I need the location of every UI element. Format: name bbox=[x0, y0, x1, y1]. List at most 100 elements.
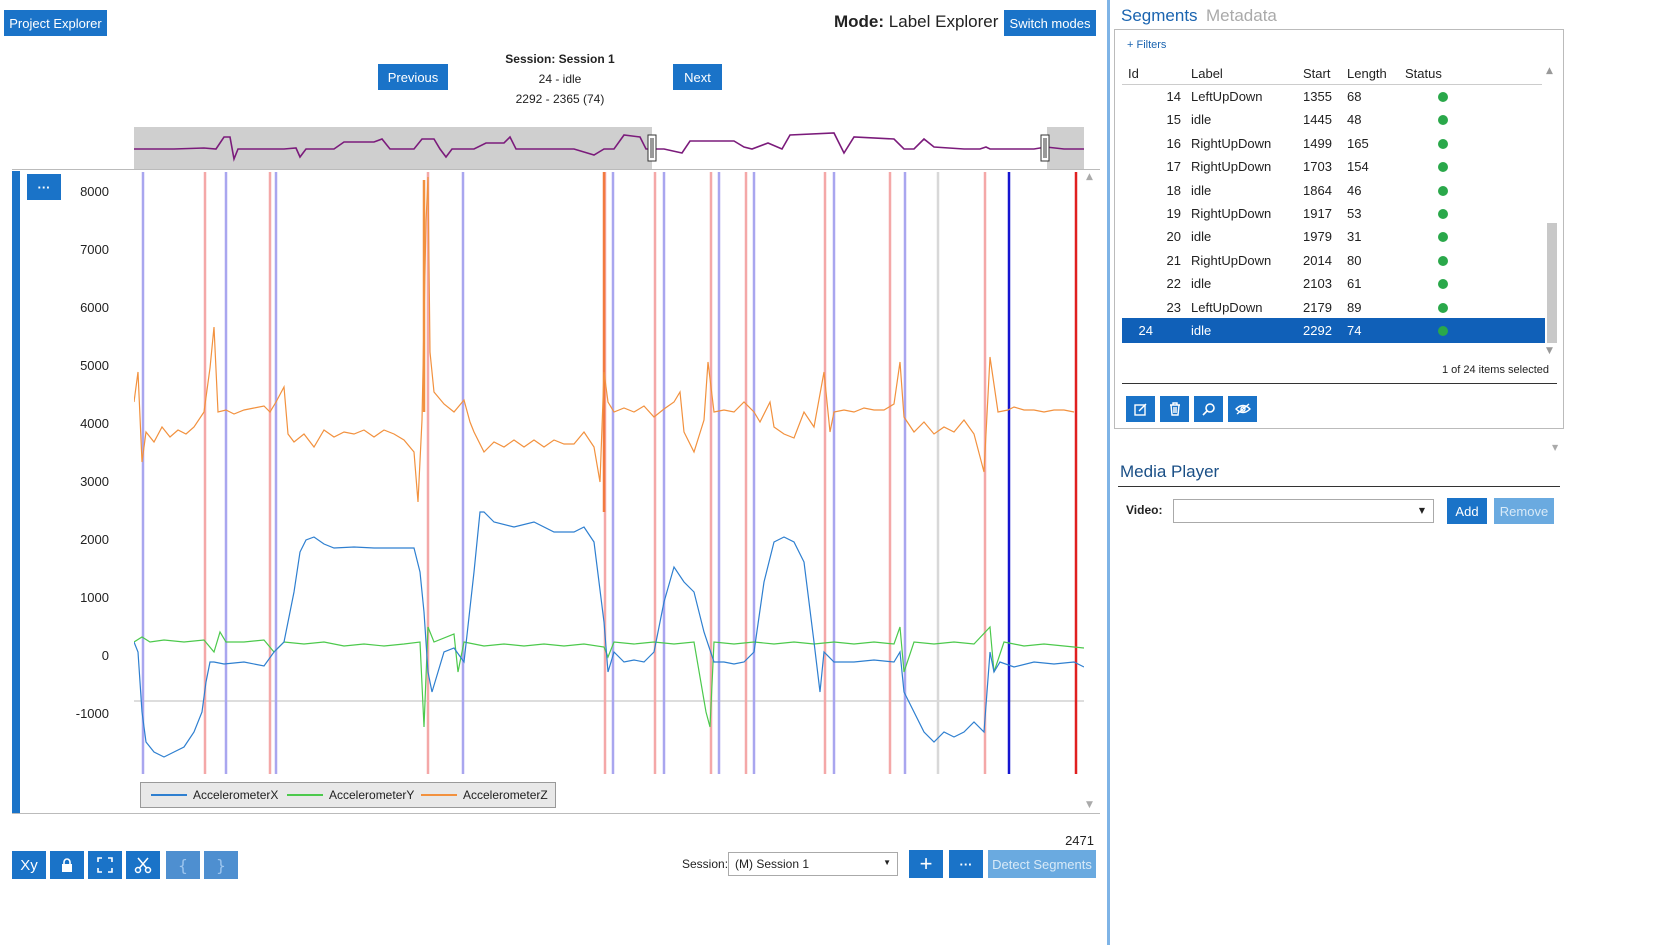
y-tick-label: 2000 bbox=[80, 532, 109, 547]
column-header-start[interactable]: Start bbox=[1303, 66, 1331, 81]
cell-id: 24 bbox=[1138, 323, 1153, 338]
next-button[interactable]: Next bbox=[673, 64, 722, 90]
cut-button[interactable] bbox=[126, 851, 160, 879]
table-row[interactable]: 14 LeftUpDown 1355 68 bbox=[1122, 84, 1573, 109]
table-row[interactable]: 15 idle 1445 48 bbox=[1122, 107, 1573, 132]
cell-id: 14 bbox=[1166, 89, 1181, 104]
cell-start: 1979 bbox=[1303, 229, 1332, 245]
lock-button[interactable] bbox=[50, 851, 84, 879]
y-tick-label: 7000 bbox=[80, 242, 109, 257]
column-header-id[interactable]: Id bbox=[1128, 66, 1139, 81]
add-session-button[interactable]: + bbox=[909, 850, 943, 878]
series-accelerometer-y bbox=[134, 625, 1084, 728]
segments-box: + Filters Id Label Start Length Status 1… bbox=[1114, 29, 1564, 429]
panel-collapse-icon[interactable]: ▼ bbox=[1552, 443, 1559, 452]
overview-shaded-left bbox=[134, 127, 652, 169]
cell-length: 48 bbox=[1347, 112, 1362, 128]
y-tick-label: 1000 bbox=[80, 590, 109, 605]
previous-button[interactable]: Previous bbox=[378, 64, 448, 90]
table-scroll-up-icon[interactable]: ▲ bbox=[1546, 66, 1553, 76]
mode-value: Label Explorer bbox=[888, 12, 999, 31]
video-select[interactable]: ▼ bbox=[1173, 499, 1434, 523]
cell-start: 2179 bbox=[1303, 299, 1332, 315]
session-select-value: (M) Session 1 bbox=[735, 857, 810, 871]
cell-label: idle bbox=[1191, 229, 1212, 245]
switch-modes-button[interactable]: Switch modes bbox=[1004, 10, 1096, 36]
plot-scroll-up-icon[interactable]: ▲ bbox=[1086, 172, 1093, 182]
tab-metadata[interactable]: Metadata bbox=[1206, 6, 1277, 25]
table-scroll-down-icon[interactable]: ▼ bbox=[1546, 346, 1553, 356]
project-explorer-button[interactable]: Project Explorer bbox=[4, 10, 107, 36]
session-select[interactable]: (M) Session 1 ▼ bbox=[728, 852, 898, 876]
xy-toggle-button[interactable]: Xy bbox=[12, 851, 46, 879]
status-indicator bbox=[1438, 255, 1448, 266]
fit-view-button[interactable] bbox=[88, 851, 122, 879]
hide-segment-button[interactable] bbox=[1228, 396, 1257, 422]
legend-swatch bbox=[287, 794, 323, 796]
eye-hidden-icon bbox=[1234, 403, 1251, 415]
cell-start: 1703 bbox=[1303, 159, 1332, 175]
cell-start: 1864 bbox=[1303, 182, 1332, 198]
table-row[interactable]: 24 idle 2292 74 bbox=[1122, 318, 1545, 343]
table-row[interactable]: 21 RightUpDown 2014 80 bbox=[1122, 248, 1573, 273]
brace-close-button[interactable]: } bbox=[204, 851, 238, 879]
cell-label: LeftUpDown bbox=[1191, 89, 1263, 104]
brace-open-button[interactable]: { bbox=[166, 851, 200, 879]
cell-length: 165 bbox=[1347, 135, 1369, 151]
cell-id: 18 bbox=[1166, 182, 1181, 198]
column-header-status[interactable]: Status bbox=[1405, 66, 1442, 81]
table-row[interactable]: 16 RightUpDown 1499 165 bbox=[1122, 131, 1573, 156]
cell-label: RightUpDown bbox=[1191, 159, 1272, 175]
lock-icon bbox=[62, 858, 72, 872]
session-select-label: Session: bbox=[682, 857, 729, 871]
table-row[interactable]: 23 LeftUpDown 2179 89 bbox=[1122, 295, 1573, 320]
table-row[interactable]: 20 idle 1979 31 bbox=[1122, 224, 1573, 249]
cell-id: 20 bbox=[1166, 229, 1181, 245]
chevron-down-icon: ▼ bbox=[1418, 506, 1425, 515]
table-scrollbar-thumb[interactable] bbox=[1547, 223, 1557, 343]
legend-label: AccelerometerY bbox=[329, 788, 415, 802]
status-indicator bbox=[1438, 92, 1448, 102]
cell-id: 21 bbox=[1166, 252, 1181, 268]
scissors-icon bbox=[134, 857, 152, 874]
tab-segments[interactable]: Segments bbox=[1121, 6, 1198, 25]
overview-handle-left[interactable] bbox=[647, 134, 657, 162]
cell-length: 31 bbox=[1347, 229, 1362, 245]
cell-start: 2292 bbox=[1303, 323, 1332, 338]
zoom-segment-button[interactable] bbox=[1194, 396, 1223, 422]
y-tick-label: 6000 bbox=[80, 300, 109, 315]
overview-navigator[interactable] bbox=[134, 127, 1084, 169]
plot-legend: AccelerometerX AccelerometerY Accelerome… bbox=[140, 782, 556, 808]
table-row[interactable]: 17 RightUpDown 1703 154 bbox=[1122, 154, 1573, 179]
column-header-label[interactable]: Label bbox=[1191, 66, 1223, 81]
brace-open-icon: { bbox=[177, 855, 189, 875]
panel-divider[interactable] bbox=[1107, 0, 1110, 945]
plot-more-button[interactable]: ··· bbox=[27, 174, 61, 200]
add-video-button[interactable]: Add bbox=[1447, 498, 1487, 524]
column-header-length[interactable]: Length bbox=[1347, 66, 1387, 81]
detect-segments-button[interactable]: Detect Segments bbox=[988, 850, 1096, 878]
legend-swatch bbox=[421, 794, 457, 796]
table-row[interactable]: 22 idle 2103 61 bbox=[1122, 271, 1573, 296]
cell-label: idle bbox=[1191, 276, 1212, 292]
cell-length: 74 bbox=[1347, 323, 1362, 338]
cell-label: RightUpDown bbox=[1191, 206, 1272, 221]
cell-id: 15 bbox=[1166, 112, 1181, 128]
status-indicator bbox=[1438, 162, 1448, 173]
remove-video-button[interactable]: Remove bbox=[1494, 498, 1554, 524]
filters-toggle[interactable]: + Filters bbox=[1127, 39, 1167, 51]
overview-handle-right[interactable] bbox=[1040, 134, 1050, 162]
legend-item-z: AccelerometerZ bbox=[421, 788, 548, 802]
table-row[interactable]: 19 RightUpDown 1917 53 bbox=[1122, 201, 1573, 226]
cell-label: idle bbox=[1191, 323, 1212, 338]
edit-segment-button[interactable] bbox=[1126, 396, 1155, 422]
status-indicator bbox=[1438, 279, 1448, 290]
table-row[interactable]: 18 idle 1864 46 bbox=[1122, 178, 1573, 203]
session-segment: 24 - idle bbox=[538, 72, 582, 86]
delete-segment-button[interactable] bbox=[1160, 396, 1189, 422]
plot-scroll-down-icon[interactable]: ▼ bbox=[1086, 800, 1093, 810]
session-more-button[interactable]: ··· bbox=[949, 850, 983, 878]
signal-plot[interactable] bbox=[134, 172, 1084, 776]
status-indicator bbox=[1438, 185, 1448, 196]
status-indicator bbox=[1438, 326, 1448, 336]
